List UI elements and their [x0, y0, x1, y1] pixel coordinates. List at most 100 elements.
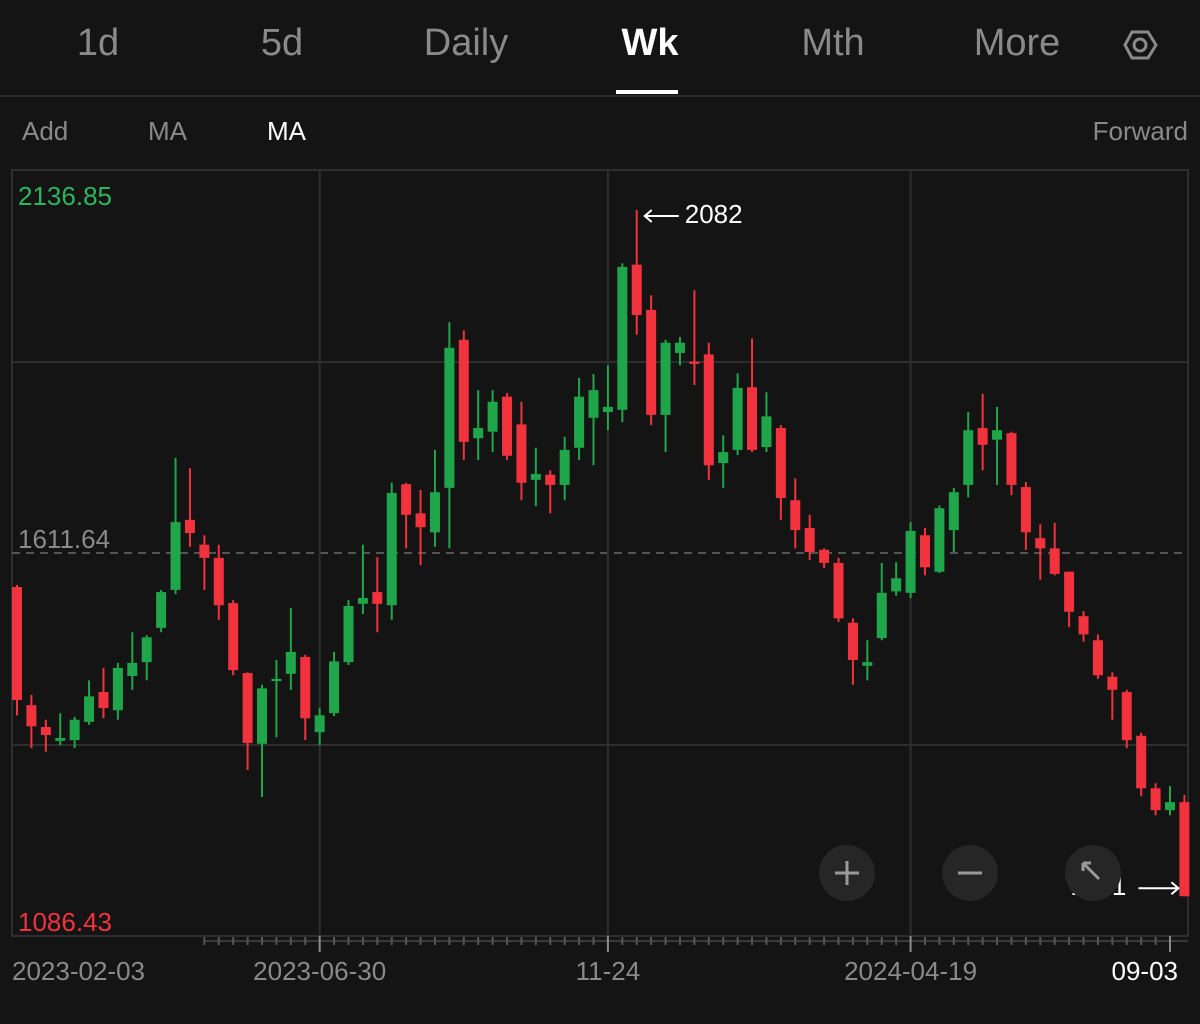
candle-body	[1107, 676, 1118, 690]
divider	[0, 95, 1200, 97]
candle-body	[127, 662, 138, 676]
candle-body	[559, 449, 570, 485]
y-tick-label: 1611.64	[18, 524, 110, 554]
candle-body	[98, 692, 109, 709]
candle-body	[847, 622, 858, 660]
candle-body	[948, 492, 959, 531]
x-tick-label: 2024-04-19	[844, 956, 977, 986]
candle-body	[314, 715, 325, 733]
candle-body	[891, 578, 902, 592]
candle-body	[300, 657, 311, 719]
candle-body	[617, 266, 628, 410]
candle-body	[473, 428, 484, 439]
expand-button[interactable]	[1065, 845, 1121, 901]
candle-body	[963, 430, 974, 485]
timeframe-tab[interactable]: More	[973, 22, 1061, 64]
candle-body	[545, 474, 556, 485]
zoom-in-button[interactable]	[819, 845, 875, 901]
candle-body	[1035, 538, 1046, 549]
candle-body	[876, 592, 887, 639]
candle-body	[1121, 692, 1132, 741]
timeframe-tab[interactable]: Mth	[801, 22, 865, 64]
candle-body	[372, 592, 383, 604]
candle-body	[141, 637, 152, 663]
candle-body	[992, 430, 1003, 440]
candle-body	[184, 519, 195, 534]
candle-body	[905, 530, 916, 593]
candle-body	[386, 492, 397, 606]
y-tick-label: 1086.43	[18, 907, 112, 937]
candle-body	[747, 387, 758, 450]
candle-body	[401, 484, 412, 515]
candle-body	[1078, 616, 1089, 635]
candle-body	[602, 406, 613, 412]
candle-body	[257, 688, 268, 744]
candle-body	[588, 390, 599, 418]
candle-body	[1136, 735, 1147, 789]
zoom-out-button[interactable]	[942, 845, 998, 901]
candle-body	[40, 727, 51, 736]
timeframe-tab[interactable]: Wk	[621, 22, 679, 64]
candle-body	[69, 719, 80, 741]
candle-body	[833, 562, 844, 619]
candle-body	[862, 662, 873, 666]
candle-body	[1179, 802, 1190, 897]
candle-body	[12, 587, 22, 701]
candle-body	[1006, 433, 1017, 485]
y-tick-label: 2136.85	[18, 181, 112, 211]
candle-body	[84, 696, 95, 722]
candle-body	[919, 535, 930, 568]
candle-body	[502, 396, 513, 456]
toolbar-button[interactable]: MA	[267, 116, 306, 146]
annotation-arrow	[1138, 881, 1180, 895]
candle-body	[26, 705, 37, 727]
x-tick-label: 09-03	[1112, 956, 1179, 986]
candle-body	[703, 354, 714, 466]
candle-body	[516, 424, 527, 483]
candle-body	[674, 342, 685, 353]
candle-body	[1150, 788, 1161, 811]
settings-icon[interactable]	[1123, 30, 1158, 60]
candle-body	[170, 522, 181, 590]
x-tick-label: 2023-06-30	[253, 956, 386, 986]
candle-body	[775, 428, 786, 499]
candle-body	[242, 673, 253, 744]
candle-body	[660, 342, 671, 415]
candle-body	[429, 492, 440, 533]
candle-body	[228, 603, 239, 671]
toolbar-button[interactable]: MA	[148, 116, 187, 146]
toolbar-button[interactable]: Forward	[1092, 116, 1188, 146]
candle-body	[487, 401, 498, 432]
high-label: 2082	[685, 199, 743, 229]
candle-body	[1049, 548, 1060, 574]
candle-body	[732, 387, 743, 450]
candle-body	[458, 339, 469, 442]
candle-body	[415, 513, 426, 528]
candle-body	[1020, 487, 1031, 533]
timeframe-tab[interactable]: 1d	[76, 22, 120, 64]
candle-body	[112, 667, 123, 711]
candle-body	[718, 452, 729, 464]
x-tick-label: 11-24	[576, 956, 641, 986]
candle-body	[646, 309, 657, 415]
candle-body	[761, 416, 772, 447]
candle-body	[444, 347, 455, 488]
candle-body	[934, 508, 945, 572]
candle-body	[631, 264, 642, 316]
candle-body	[343, 605, 354, 663]
timeframe-tab[interactable]: Daily	[423, 22, 509, 64]
candle-body	[156, 592, 167, 628]
candle-body	[213, 557, 224, 606]
candle-body	[1064, 571, 1075, 612]
timeframe-tab[interactable]: 5d	[260, 22, 304, 64]
candle-body	[790, 500, 801, 531]
candle-body	[689, 361, 700, 364]
toolbar-button[interactable]: Add	[22, 116, 69, 146]
candle-body	[1092, 640, 1103, 676]
candle-body	[285, 651, 296, 674]
candle-body	[819, 549, 830, 563]
candle-body	[271, 678, 282, 682]
candle-body	[804, 527, 815, 553]
